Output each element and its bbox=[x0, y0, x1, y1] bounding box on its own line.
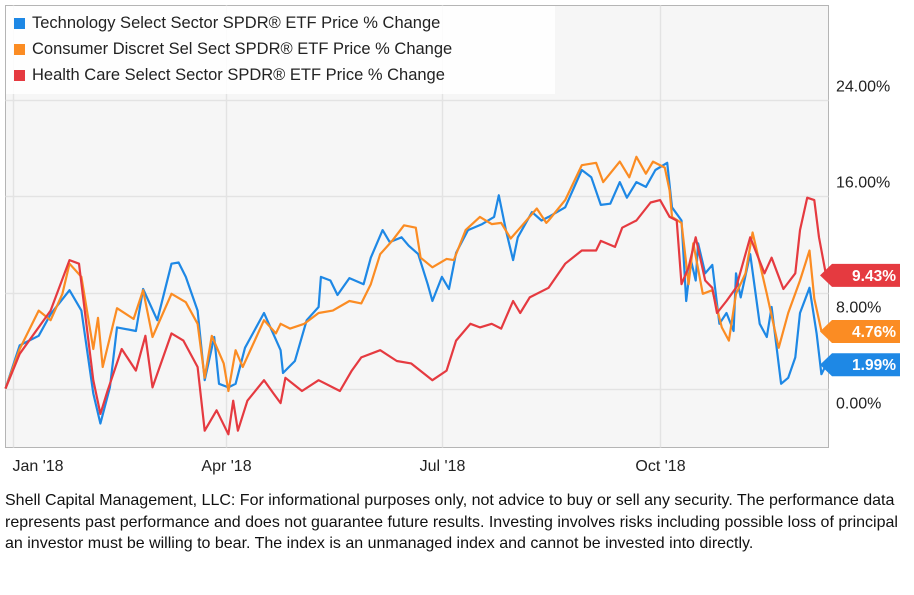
legend-label: Health Care Select Sector SPDR® ETF Pric… bbox=[32, 65, 445, 84]
x-tick-label: Oct '18 bbox=[635, 458, 685, 475]
y-tick-label: 0.00% bbox=[836, 396, 881, 413]
x-tick-label: Jan '18 bbox=[12, 458, 63, 475]
last-value-label: 4.76% bbox=[852, 324, 896, 341]
legend-item-health-care[interactable]: Health Care Select Sector SPDR® ETF Pric… bbox=[14, 64, 445, 86]
legend-item-technology[interactable]: Technology Select Sector SPDR® ETF Price… bbox=[14, 12, 440, 34]
legend-swatch-icon bbox=[14, 69, 25, 81]
last-value-label: 1.99% bbox=[852, 357, 896, 374]
y-tick-label: 16.00% bbox=[836, 175, 890, 192]
flag-shape bbox=[820, 263, 900, 287]
y-axis-ticks: 24.00% 16.00% 8.00% 0.00% bbox=[836, 79, 890, 413]
legend: Technology Select Sector SPDR® ETF Price… bbox=[6, 6, 555, 94]
series-lines bbox=[4, 155, 828, 436]
flag-shape bbox=[820, 353, 900, 377]
legend-label: Technology Select Sector SPDR® ETF Price… bbox=[32, 13, 441, 32]
legend-swatch-icon bbox=[14, 17, 25, 29]
last-value-flag: 4.76% bbox=[820, 319, 900, 343]
x-axis-ticks: Jan '18 Apr '18 Jul '18 Oct '18 bbox=[12, 458, 685, 475]
y-tick-label: 24.00% bbox=[836, 79, 890, 96]
flag-shape bbox=[820, 319, 900, 343]
x-tick-label: Apr '18 bbox=[201, 458, 251, 475]
disclaimer-text: Shell Capital Management, LLC: For infor… bbox=[5, 492, 898, 552]
series-line-0 bbox=[4, 161, 828, 425]
series-line-1 bbox=[4, 155, 827, 393]
last-value-flag: 1.99% bbox=[820, 353, 900, 377]
legend-label: Consumer Discret Sel Sect SPDR® ETF Pric… bbox=[32, 39, 453, 58]
x-tick-label: Jul '18 bbox=[420, 458, 466, 475]
legend-item-consumer-discretionary[interactable]: Consumer Discret Sel Sect SPDR® ETF Pric… bbox=[14, 38, 452, 60]
last-value-flag: 9.43% bbox=[820, 263, 900, 287]
last-value-label: 9.43% bbox=[852, 268, 896, 285]
y-tick-label: 8.00% bbox=[836, 300, 881, 317]
legend-swatch-icon bbox=[14, 43, 25, 55]
series-line-2 bbox=[4, 196, 828, 436]
last-value-flags: 1.99% 4.76% 9.43% bbox=[820, 263, 900, 377]
